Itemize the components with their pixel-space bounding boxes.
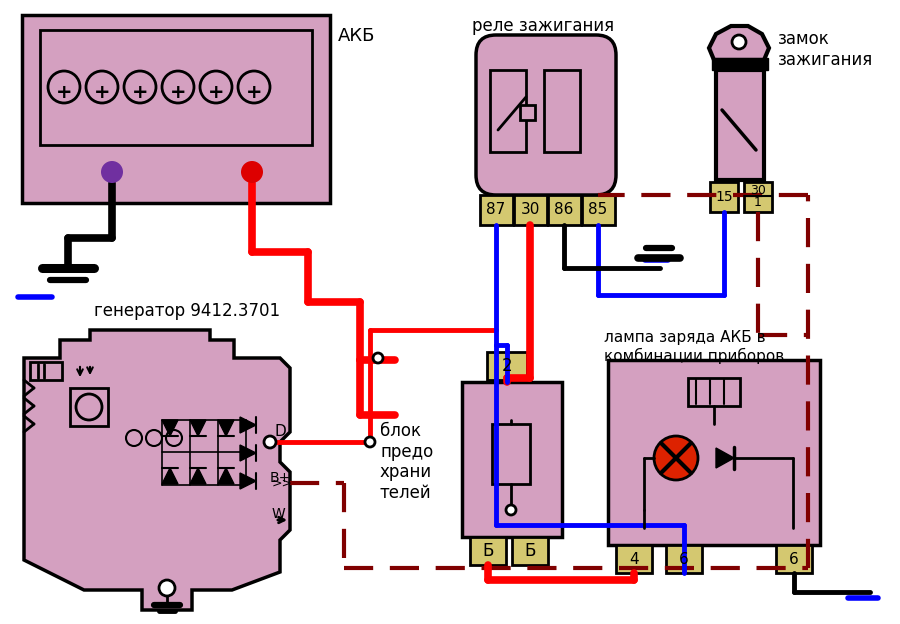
Bar <box>30 362 62 380</box>
Polygon shape <box>240 473 256 489</box>
Circle shape <box>166 430 182 446</box>
Polygon shape <box>716 448 734 468</box>
Bar <box>716 70 764 180</box>
Text: D: D <box>274 424 286 439</box>
Circle shape <box>264 436 276 448</box>
Polygon shape <box>190 468 206 484</box>
Circle shape <box>506 505 516 515</box>
Text: 4: 4 <box>629 552 639 567</box>
Text: генератор 9412.3701: генератор 9412.3701 <box>94 302 280 320</box>
Circle shape <box>76 394 102 420</box>
Polygon shape <box>190 420 206 436</box>
Bar <box>744 182 772 212</box>
Text: +: + <box>131 84 149 102</box>
Text: +: + <box>208 84 224 102</box>
Polygon shape <box>240 417 256 433</box>
Polygon shape <box>24 330 290 610</box>
Bar <box>22 15 330 203</box>
Circle shape <box>86 71 118 103</box>
Circle shape <box>238 71 270 103</box>
FancyBboxPatch shape <box>476 35 616 195</box>
Text: +: + <box>246 84 262 102</box>
Text: >>: >> <box>272 477 293 489</box>
Bar <box>688 378 740 406</box>
Text: 30: 30 <box>750 185 766 198</box>
Polygon shape <box>162 420 178 436</box>
Bar <box>544 70 580 152</box>
Text: 1: 1 <box>754 195 762 208</box>
Text: Б: Б <box>525 542 535 560</box>
Polygon shape <box>218 420 234 436</box>
Text: блок
предо
храни
телей: блок предо храни телей <box>380 422 433 502</box>
Circle shape <box>126 430 142 446</box>
Polygon shape <box>218 468 234 484</box>
Bar <box>490 70 526 152</box>
Polygon shape <box>709 26 769 60</box>
Bar <box>514 195 547 225</box>
Text: реле зажигания: реле зажигания <box>472 17 614 35</box>
Text: W: W <box>272 507 286 521</box>
Text: 86: 86 <box>554 203 573 218</box>
Bar <box>776 545 812 573</box>
Text: замок
зажигания: замок зажигания <box>778 30 873 69</box>
Circle shape <box>365 437 375 447</box>
Bar <box>487 352 527 380</box>
Bar <box>480 195 513 225</box>
Circle shape <box>162 71 194 103</box>
Text: Б: Б <box>482 542 494 560</box>
Text: 85: 85 <box>589 203 608 218</box>
Circle shape <box>101 161 123 183</box>
Text: АКБ: АКБ <box>338 27 375 45</box>
Circle shape <box>146 430 162 446</box>
Bar <box>520 105 535 120</box>
Circle shape <box>124 71 156 103</box>
Text: +: + <box>94 84 110 102</box>
Text: 2: 2 <box>501 357 512 375</box>
Polygon shape <box>162 468 178 484</box>
Text: B+: B+ <box>270 471 292 485</box>
Bar <box>608 360 820 545</box>
Text: 87: 87 <box>486 203 506 218</box>
Bar <box>710 182 738 212</box>
Polygon shape <box>240 445 256 461</box>
Text: +: + <box>170 84 186 102</box>
Text: 6: 6 <box>680 552 688 567</box>
Circle shape <box>159 580 175 596</box>
Bar <box>70 388 108 426</box>
Bar <box>666 545 702 573</box>
Circle shape <box>241 161 263 183</box>
Circle shape <box>200 71 232 103</box>
Bar <box>616 545 652 573</box>
Bar <box>548 195 581 225</box>
Text: 30: 30 <box>520 203 540 218</box>
Text: 15: 15 <box>716 190 733 204</box>
Text: лампа заряда АКБ в
комбинации приборов: лампа заряда АКБ в комбинации приборов <box>604 330 784 364</box>
Circle shape <box>373 353 383 363</box>
Bar <box>512 537 548 565</box>
Bar <box>462 382 562 537</box>
Bar <box>582 195 615 225</box>
Bar <box>492 424 530 484</box>
Circle shape <box>654 436 698 480</box>
Text: +: + <box>56 84 72 102</box>
Bar <box>470 537 506 565</box>
Bar <box>712 58 768 70</box>
Text: 6: 6 <box>789 552 799 567</box>
Circle shape <box>48 71 80 103</box>
Bar <box>40 30 312 145</box>
Circle shape <box>732 35 746 49</box>
